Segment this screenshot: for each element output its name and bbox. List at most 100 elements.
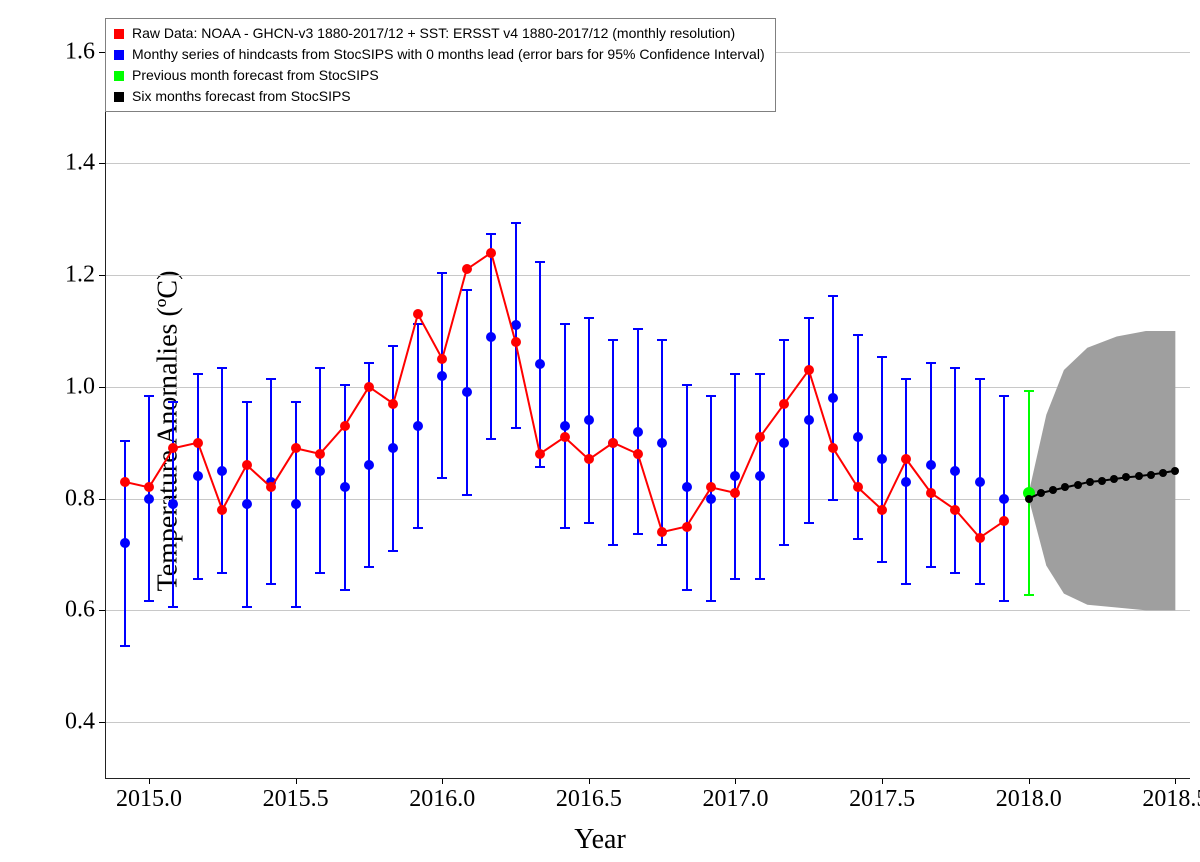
raw-data-point	[242, 460, 252, 470]
raw-data-point	[804, 365, 814, 375]
forecast-point	[1037, 489, 1045, 497]
raw-data-point	[413, 309, 423, 319]
raw-data-point	[975, 533, 985, 543]
y-axis-line	[105, 18, 106, 778]
forecast-point	[1122, 473, 1130, 481]
hindcast-point	[486, 332, 496, 342]
hindcast-point	[388, 443, 398, 453]
forecast-point	[1135, 472, 1143, 480]
raw-data-point	[706, 482, 716, 492]
gridline	[105, 275, 1190, 276]
hindcast-point	[853, 432, 863, 442]
hindcast-point	[999, 494, 1009, 504]
raw-data-point	[266, 482, 276, 492]
hindcast-point	[560, 421, 570, 431]
temperature-anomalies-chart: Temperature Anomalies (ºC) Year 0.40.60.…	[0, 0, 1200, 862]
raw-data-point	[388, 399, 398, 409]
x-axis-label: Year	[574, 824, 626, 856]
raw-data-point	[560, 432, 570, 442]
raw-data-point	[682, 522, 692, 532]
raw-data-point	[853, 482, 863, 492]
hindcast-point	[144, 494, 154, 504]
raw-data-point	[340, 421, 350, 431]
hindcast-point	[217, 466, 227, 476]
forecast-point	[1147, 471, 1155, 479]
legend-item: Six months forecast from StocSIPS	[114, 86, 765, 107]
forecast-point	[1061, 483, 1069, 491]
plot-area: 0.40.60.81.01.21.41.62015.02015.52016.02…	[105, 18, 1190, 778]
raw-data-point	[511, 337, 521, 347]
raw-data-point	[364, 382, 374, 392]
hindcast-point	[706, 494, 716, 504]
legend-swatch-icon	[114, 29, 124, 39]
hindcast-point	[901, 477, 911, 487]
forecast-point	[1049, 486, 1057, 494]
raw-data-point	[144, 482, 154, 492]
hindcast-point	[462, 387, 472, 397]
hindcast-point	[779, 438, 789, 448]
raw-data-point	[217, 505, 227, 515]
hindcast-point	[975, 477, 985, 487]
raw-data-point	[901, 454, 911, 464]
hindcast-point	[242, 499, 252, 509]
raw-data-point	[608, 438, 618, 448]
hindcast-point	[364, 460, 374, 470]
forecast-point	[1086, 478, 1094, 486]
legend: Raw Data: NOAA - GHCN-v3 1880-2017/12 + …	[105, 18, 776, 112]
legend-swatch-icon	[114, 92, 124, 102]
hindcast-point	[535, 359, 545, 369]
hindcast-point	[584, 415, 594, 425]
hindcast-point	[168, 499, 178, 509]
raw-data-point	[437, 354, 447, 364]
gridline	[105, 722, 1190, 723]
x-axis-line	[105, 778, 1190, 779]
hindcast-point	[413, 421, 423, 431]
raw-data-point	[730, 488, 740, 498]
raw-data-point	[657, 527, 667, 537]
forecast-point	[1074, 481, 1082, 489]
raw-data-point	[828, 443, 838, 453]
hindcast-point	[828, 393, 838, 403]
forecast-point	[1110, 475, 1118, 483]
raw-data-point	[120, 477, 130, 487]
hindcast-point	[340, 482, 350, 492]
raw-data-point	[755, 432, 765, 442]
legend-label: Raw Data: NOAA - GHCN-v3 1880-2017/12 + …	[132, 23, 735, 44]
hindcast-point	[682, 482, 692, 492]
legend-item: Previous month forecast from StocSIPS	[114, 65, 765, 86]
hindcast-point	[437, 371, 447, 381]
hindcast-point	[633, 427, 643, 437]
legend-label: Six months forecast from StocSIPS	[132, 86, 351, 107]
forecast-point	[1025, 495, 1033, 503]
hindcast-point	[804, 415, 814, 425]
hindcast-point	[755, 471, 765, 481]
raw-data-point	[877, 505, 887, 515]
legend-item: Monthy series of hindcasts from StocSIPS…	[114, 44, 765, 65]
raw-data-point	[535, 449, 545, 459]
raw-data-point	[462, 264, 472, 274]
raw-data-point	[584, 454, 594, 464]
hindcast-point	[926, 460, 936, 470]
hindcast-point	[877, 454, 887, 464]
hindcast-point	[193, 471, 203, 481]
legend-label: Monthy series of hindcasts from StocSIPS…	[132, 44, 765, 65]
raw-data-point	[926, 488, 936, 498]
forecast-point	[1171, 467, 1179, 475]
gridline	[105, 387, 1190, 388]
legend-swatch-icon	[114, 71, 124, 81]
hindcast-point	[730, 471, 740, 481]
gridline	[105, 610, 1190, 611]
raw-data-point	[486, 248, 496, 258]
forecast-point	[1098, 477, 1106, 485]
raw-data-point	[633, 449, 643, 459]
legend-item: Raw Data: NOAA - GHCN-v3 1880-2017/12 + …	[114, 23, 765, 44]
hindcast-point	[120, 538, 130, 548]
raw-data-point	[999, 516, 1009, 526]
hindcast-point	[511, 320, 521, 330]
x-tick-label: 2018.5	[1142, 778, 1200, 813]
raw-data-point	[168, 443, 178, 453]
forecast-point	[1159, 469, 1167, 477]
raw-data-point	[291, 443, 301, 453]
legend-label: Previous month forecast from StocSIPS	[132, 65, 379, 86]
gridline	[105, 163, 1190, 164]
